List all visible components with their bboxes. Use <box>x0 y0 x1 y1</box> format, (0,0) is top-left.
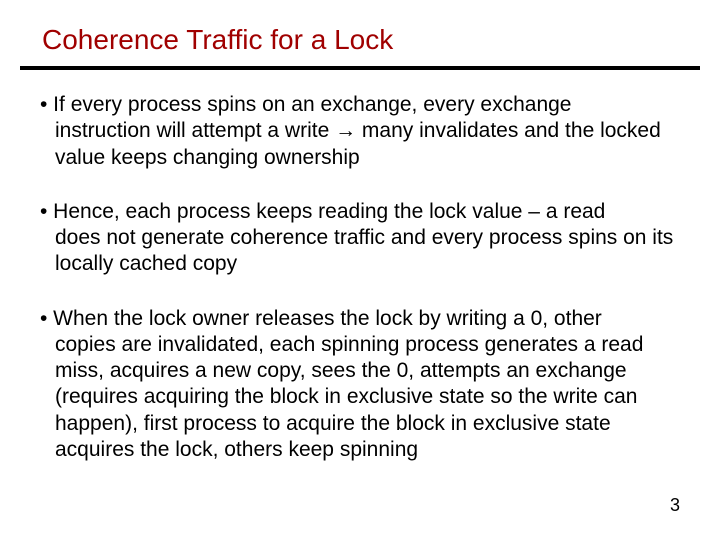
bullet-continuation: does not generate coherence traffic and … <box>40 225 682 278</box>
bullet-item: • When the lock owner releases the lock … <box>40 306 682 464</box>
bullet-first-line: • When the lock owner releases the lock … <box>40 306 682 332</box>
title-rule <box>20 66 700 70</box>
slide-body: • If every process spins on an exchange,… <box>38 92 682 463</box>
slide: Coherence Traffic for a Lock • If every … <box>0 0 720 540</box>
bullet-first-line: • Hence, each process keeps reading the … <box>40 199 682 225</box>
bullet-continuation: copies are invalidated, each spinning pr… <box>40 332 682 463</box>
bullet-continuation: instruction will attempt a write → many … <box>40 118 682 171</box>
bullet-item: • Hence, each process keeps reading the … <box>40 199 682 278</box>
page-number: 3 <box>670 495 680 516</box>
slide-title: Coherence Traffic for a Lock <box>38 24 682 56</box>
bullet-item: • If every process spins on an exchange,… <box>40 92 682 171</box>
bullet-first-line: • If every process spins on an exchange,… <box>40 92 682 118</box>
